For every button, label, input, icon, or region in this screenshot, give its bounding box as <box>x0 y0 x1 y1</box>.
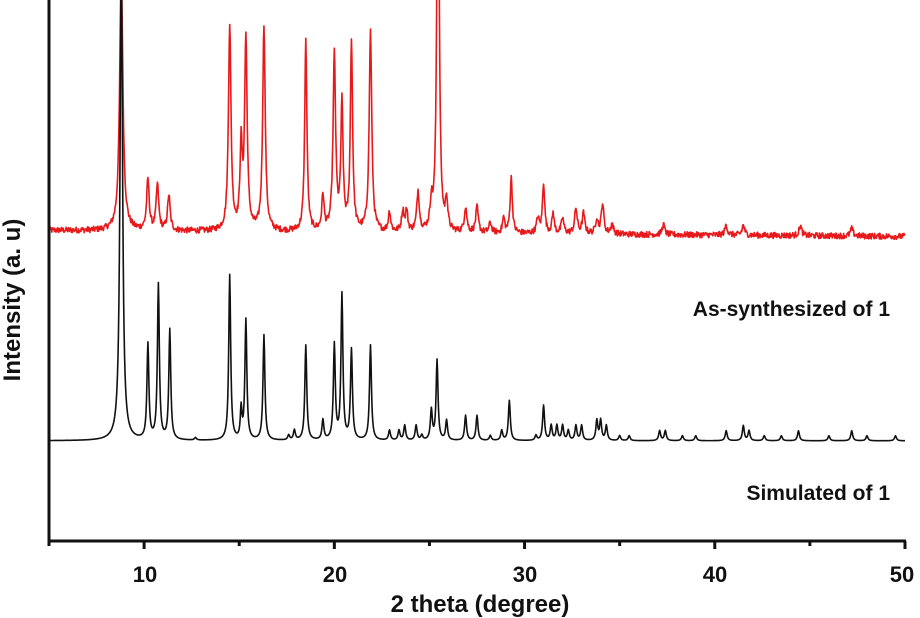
plot-area <box>48 0 906 442</box>
as-synthesized-curve <box>48 0 906 241</box>
x-tick-label-40: 40 <box>703 562 727 587</box>
x-tick-label-10: 10 <box>133 562 157 587</box>
series-label-simulated: Simulated of 1 <box>746 482 890 505</box>
x-tick-label-50: 50 <box>890 562 914 587</box>
series-label-as-synthesized: As-synthesized of 1 <box>693 298 891 321</box>
axes <box>47 0 907 549</box>
x-tick-label-30: 30 <box>513 562 537 587</box>
x-tick-label-20: 20 <box>323 562 347 587</box>
y-axis-title: Intensity (a. u) <box>0 219 26 382</box>
simulated-curve <box>48 0 906 442</box>
x-ticks <box>47 541 907 549</box>
x-axis-title: 2 theta (degree) <box>391 591 570 618</box>
